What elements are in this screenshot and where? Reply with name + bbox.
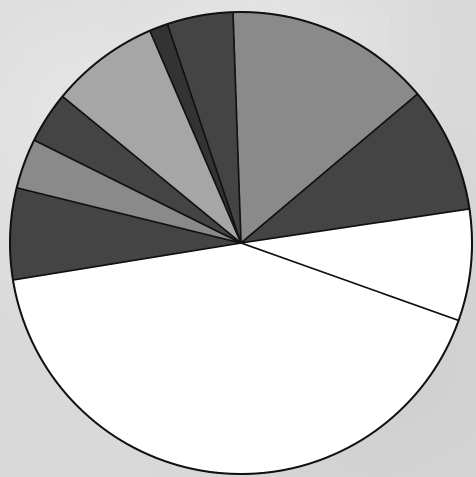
pie-outline bbox=[9, 11, 473, 475]
pie-slices bbox=[9, 11, 473, 475]
